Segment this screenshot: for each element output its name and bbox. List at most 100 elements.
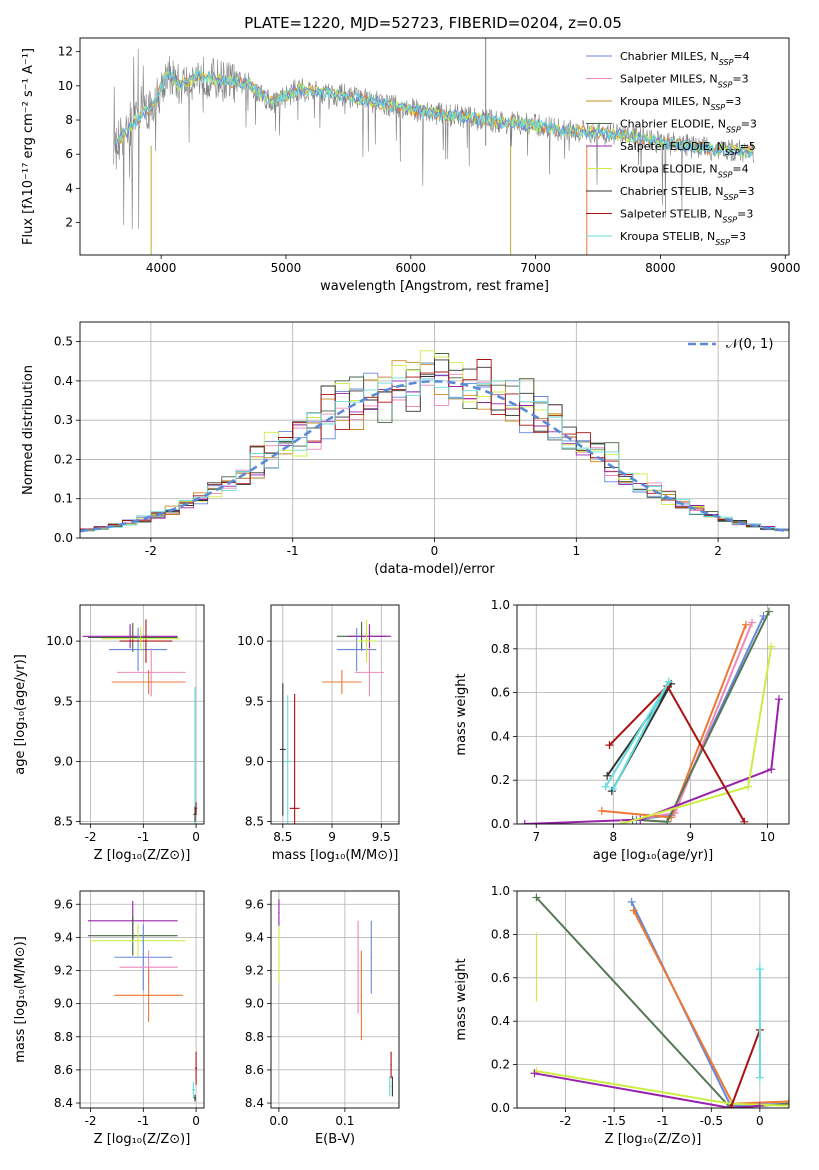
y-tick-label: 8.8 (54, 1030, 73, 1044)
plot-area (82, 619, 198, 824)
x-tick-label: 8 (609, 830, 617, 844)
x-axis-label: Z [log₁₀(Z/Z⊙)] (94, 1132, 191, 1147)
legend-entry: Chabrier MILES, NSSP=4 (620, 50, 750, 67)
legend-entry: Chabrier STELIB, NSSP=3 (620, 185, 754, 202)
x-axis-label: Z [log₁₀(Z/Z⊙)] (605, 1132, 702, 1147)
weight-marker (601, 782, 610, 791)
weight-marker (755, 1073, 764, 1082)
x-tick-label: -1 (137, 1114, 149, 1128)
histogram-step (80, 359, 789, 531)
weight-marker (767, 765, 776, 774)
chart-mass_vs_ebv: 0.0 0.1 8.4 8.6 8.8 9.0 9.2 9.4 9.6 E(B-V) (245, 890, 400, 1147)
y-tick-label: 0.4 (491, 1014, 510, 1028)
weight-marker (664, 677, 673, 686)
legend-entry: 𝒩(0, 1) (726, 337, 773, 352)
y-tick-label: 0.2 (491, 1058, 510, 1072)
weight-line (647, 622, 753, 819)
x-tick-label: 6000 (396, 261, 427, 275)
y-tick-label: 8.6 (245, 1063, 264, 1077)
y-tick-label: 0.0 (54, 531, 73, 545)
y-tick-label: 0.8 (491, 927, 510, 941)
chart-title: PLATE=1220, MJD=52723, FIBERID=0204, z=0… (244, 14, 622, 32)
weight-line (534, 1072, 760, 1108)
y-tick-label: 0.8 (491, 642, 510, 656)
y-tick-label: 8.8 (245, 1030, 264, 1044)
y-tick-label: 9.2 (54, 964, 73, 978)
weight-marker (530, 1069, 539, 1078)
weight-marker (629, 906, 638, 915)
axes-frame (270, 604, 400, 825)
y-tick-label: 8.4 (245, 1096, 264, 1110)
weight-marker (785, 1099, 789, 1108)
axes-frame (79, 37, 790, 256)
weight-marker (764, 607, 773, 616)
weight-marker (603, 771, 612, 780)
y-tick-label: 0.6 (491, 686, 510, 700)
x-tick-label: 9000 (770, 261, 801, 275)
y-tick-label: 0.4 (54, 374, 73, 388)
y-tick-label: 2 (65, 216, 73, 230)
y-tick-label: 9.4 (54, 930, 73, 944)
legend-entry: Kroupa MILES, NSSP=3 (620, 95, 741, 112)
y-axis-label: mass weight (454, 958, 469, 1040)
x-tick-label: 0.0 (269, 1114, 288, 1128)
y-tick-label: 1.0 (491, 884, 510, 898)
weight-marker (726, 1104, 735, 1108)
histogram-step (80, 377, 789, 531)
x-tick-label: -1.5 (602, 1114, 625, 1128)
weight-marker (617, 820, 626, 824)
y-tick-label: 8 (65, 113, 73, 127)
weight-marker (744, 782, 753, 791)
x-axis-label: E(B-V) (315, 1132, 355, 1147)
histogram-step (80, 373, 789, 531)
axes-frame (516, 604, 790, 825)
x-tick-label: 0 (192, 1114, 200, 1128)
chart-age_vs_Z: -2 -1 0 8.5 9.0 9.5 10.0 Z [log₁₀(Z/Z⊙)] age [lo… (13, 604, 205, 863)
y-tick-label: 9.0 (245, 997, 264, 1011)
weight-marker (748, 618, 757, 627)
x-tick-label: 9 (687, 830, 695, 844)
x-tick-label: -2 (85, 830, 97, 844)
weight-marker (663, 817, 672, 824)
weight-line (630, 901, 789, 1107)
y-tick-label: 9.4 (245, 930, 264, 944)
x-tick-label: 0 (756, 1114, 764, 1128)
y-tick-label: 0.2 (491, 773, 510, 787)
x-axis-label: age [log₁₀(age/yr)] (593, 848, 714, 863)
weight-line (729, 1029, 761, 1108)
weight-line (524, 699, 780, 824)
x-axis-label: Z [log₁₀(Z/Z⊙)] (94, 848, 191, 863)
x-tick-label: 10 (760, 830, 775, 844)
x-tick-label: -2 (560, 1114, 572, 1128)
y-tick-label: 0.2 (54, 452, 73, 466)
y-tick-label: 8.6 (54, 1063, 73, 1077)
y-tick-label: 0.5 (54, 335, 73, 349)
y-tick-label: 9.6 (245, 897, 264, 911)
y-tick-label: 0.4 (491, 729, 510, 743)
x-tick-label: 4000 (146, 261, 177, 275)
plot-area (530, 893, 789, 1108)
y-axis-label: Flux [fλ10⁻¹⁷ erg cm⁻² s⁻¹ A⁻¹] (21, 48, 36, 245)
plot-area (87, 900, 198, 1102)
y-tick-label: 0.3 (54, 413, 73, 427)
y-tick-label: 10 (58, 79, 73, 93)
plot-area (113, 38, 755, 255)
plot-area (278, 899, 394, 1097)
weight-marker (532, 893, 541, 902)
y-tick-label: 10.0 (237, 634, 264, 648)
x-tick-label: 8.5 (273, 830, 292, 844)
y-tick-label: 10.0 (46, 634, 73, 648)
y-tick-label: 4 (65, 181, 73, 195)
x-tick-label: 7000 (520, 261, 551, 275)
x-tick-label: 0 (431, 544, 439, 558)
x-axis-label: mass [log₁₀(M/M⊙)] (272, 848, 399, 863)
legend: Chabrier MILES, NSSP=4 Salpeter MILES, NS… (586, 50, 757, 247)
legend-entry: Chabrier ELODIE, NSSP=3 (620, 118, 757, 135)
y-tick-label: 0.1 (54, 492, 73, 506)
legend-entry: Salpeter STELIB, NSSP=3 (620, 208, 753, 225)
x-tick-label: -1 (657, 1114, 669, 1128)
y-axis-label: mass [log₁₀(M/M⊙)] (13, 936, 28, 1063)
x-tick-label: 7 (532, 830, 540, 844)
axes-frame (270, 890, 400, 1109)
weight-marker (774, 695, 783, 704)
